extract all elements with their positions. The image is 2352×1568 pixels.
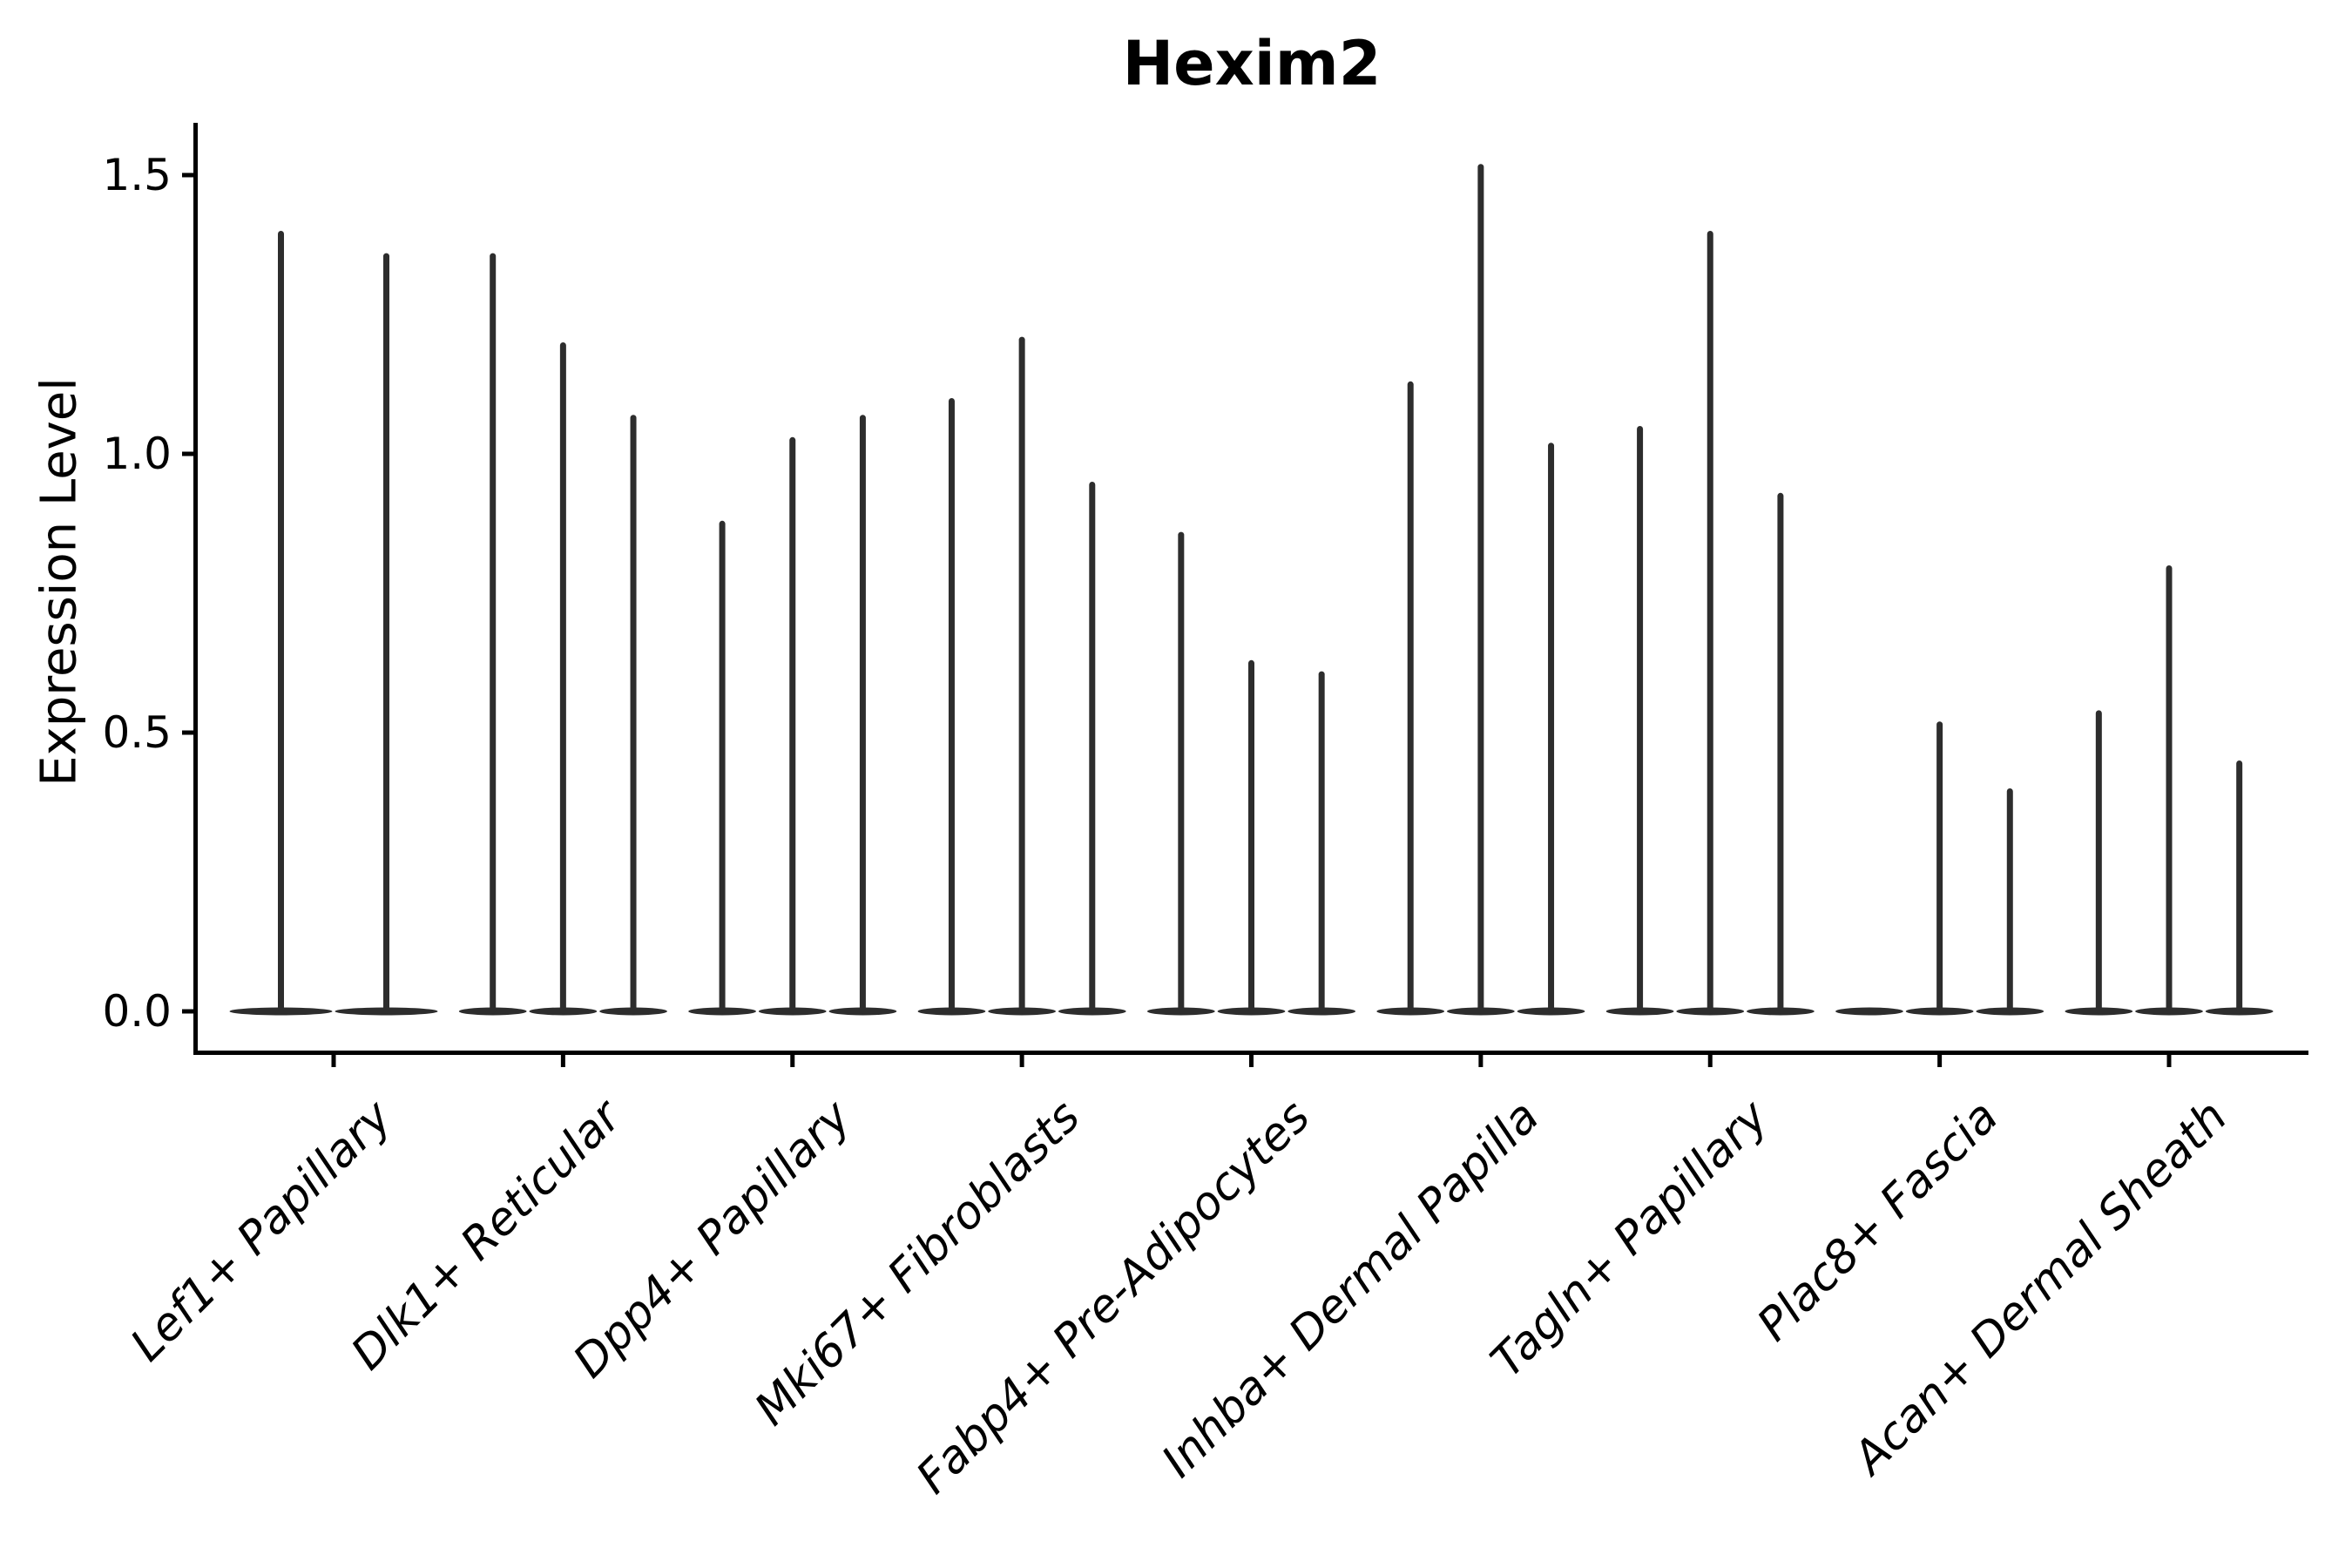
y-tick-label: 1.5 — [102, 150, 172, 200]
y-tick-label: 1.0 — [102, 429, 172, 479]
x-tick-mark — [560, 1055, 565, 1067]
y-tick-label: 0.0 — [102, 986, 172, 1037]
x-tick-mark — [790, 1055, 795, 1067]
x-tick-mark — [1019, 1055, 1024, 1067]
y-tick-mark — [182, 1009, 193, 1014]
y-axis-spine — [193, 123, 198, 1055]
violin-base — [1835, 1007, 1903, 1016]
x-tick-mark — [1937, 1055, 1943, 1067]
x-tick-mark — [331, 1055, 336, 1067]
x-tick-mark — [1707, 1055, 1713, 1067]
x-axis-spine — [193, 1051, 2308, 1055]
y-tick-label: 0.5 — [102, 707, 172, 758]
y-tick-mark — [182, 730, 193, 735]
x-tick-mark — [1249, 1055, 1254, 1067]
x-tick-mark — [1478, 1055, 1484, 1067]
y-tick-mark — [182, 172, 193, 178]
plot-title: Hexim2 — [1122, 28, 1382, 99]
y-tick-mark — [182, 451, 193, 456]
x-tick-mark — [2166, 1055, 2172, 1067]
